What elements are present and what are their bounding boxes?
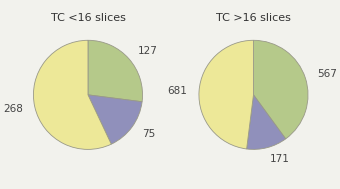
Text: 681: 681 [167,86,187,96]
Title: TC <16 slices: TC <16 slices [51,13,125,23]
Wedge shape [254,40,308,139]
Wedge shape [199,40,254,149]
Wedge shape [88,40,142,102]
Text: 268: 268 [3,104,23,114]
Wedge shape [33,40,111,149]
Text: 171: 171 [270,154,290,164]
Text: 75: 75 [142,129,155,139]
Title: TC >16 slices: TC >16 slices [216,13,291,23]
Text: 127: 127 [138,46,158,56]
Text: 567: 567 [317,69,337,79]
Wedge shape [246,95,286,149]
Wedge shape [88,95,142,144]
